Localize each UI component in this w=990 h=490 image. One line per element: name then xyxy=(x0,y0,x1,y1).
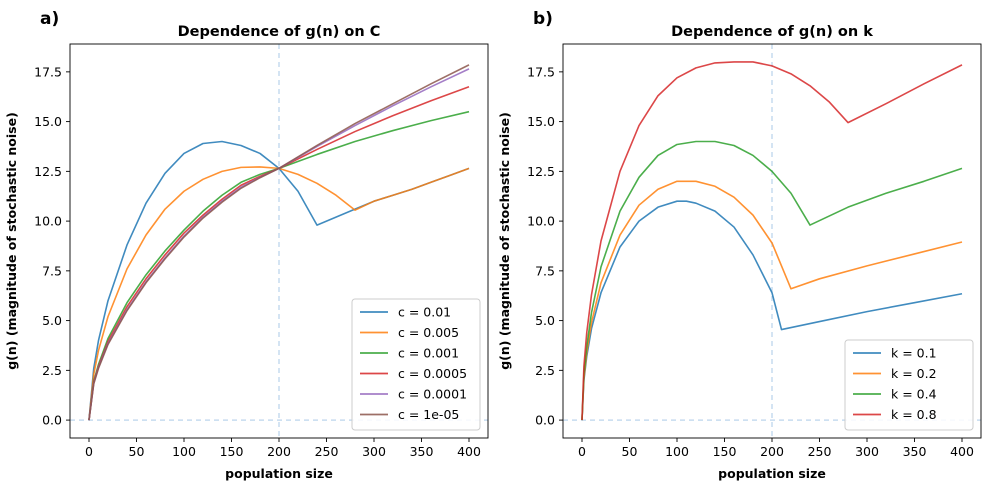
chart-title: Dependence of g(n) on k xyxy=(671,24,873,40)
legend-entry-label: k = 0.8 xyxy=(891,407,937,422)
legend-entry-label: k = 0.1 xyxy=(891,346,937,361)
panel-label: b) xyxy=(533,9,553,29)
legend-entry-label: c = 0.0001 xyxy=(398,387,467,402)
x-tick-label: 300 xyxy=(362,444,386,459)
y-tick-label: 7.5 xyxy=(535,263,555,278)
x-tick-label: 350 xyxy=(410,444,434,459)
y-axis-label: g(n) (magnitude of stochastic noise) xyxy=(497,112,512,370)
legend-entry-label: c = 0.001 xyxy=(398,346,459,361)
x-tick-label: 400 xyxy=(950,444,974,459)
x-axis-label: population size xyxy=(718,466,826,481)
series-line-3 xyxy=(581,140,963,421)
legend-entry-label: c = 1e-05 xyxy=(398,407,459,422)
x-tick-label: 150 xyxy=(220,444,244,459)
legend: c = 0.01 c = 0.005 c = 0.001 c = 0.0005 c = … xyxy=(351,298,481,431)
chart-title: Dependence of g(n) on C xyxy=(178,24,381,40)
y-tick-label: 17.5 xyxy=(34,64,62,79)
x-tick-label: 250 xyxy=(808,444,832,459)
legend-box xyxy=(844,339,974,431)
y-tick-label: 15.0 xyxy=(527,114,555,129)
y-tick-label: 0.0 xyxy=(535,413,555,428)
legend-entry-label: k = 0.2 xyxy=(891,366,937,381)
y-tick-label: 10.0 xyxy=(527,214,555,229)
y-tick-label: 10.0 xyxy=(34,214,62,229)
series-line-2 xyxy=(581,180,963,421)
legend-entry-label: c = 0.01 xyxy=(398,305,451,320)
x-axis-label: population size xyxy=(225,466,333,481)
y-tick-label: 7.5 xyxy=(42,263,62,278)
y-tick-label: 2.5 xyxy=(42,363,62,378)
legend-entry-label: k = 0.4 xyxy=(891,387,937,402)
x-tick-label: 150 xyxy=(713,444,737,459)
x-tick-label: 100 xyxy=(172,444,196,459)
x-tick-label: 200 xyxy=(267,444,291,459)
series-line-3 xyxy=(88,110,470,421)
chart-panel-b: 0 50 100 150 200 250 300 350 400 0.0 2.5 5.0 7.5 10.0… xyxy=(497,9,982,481)
x-tick-label: 300 xyxy=(855,444,879,459)
y-tick-label: 5.0 xyxy=(42,313,62,328)
y-axis-label: g(n) (magnitude of stochastic noise) xyxy=(4,112,19,370)
y-tick-label: 0.0 xyxy=(42,413,62,428)
x-tick-label: 100 xyxy=(665,444,689,459)
x-tick-label: 0 xyxy=(85,444,93,459)
y-tick-label: 17.5 xyxy=(527,64,555,79)
y-tick-label: 15.0 xyxy=(34,114,62,129)
x-tick-label: 400 xyxy=(457,444,481,459)
x-tick-label: 50 xyxy=(622,444,638,459)
chart-panel-a: 0 50 100 150 200 250 300 350 400 0.0 2.5 5.0 7.5 10.0… xyxy=(4,9,489,481)
series-line-4 xyxy=(581,61,963,421)
y-tick-label: 5.0 xyxy=(535,313,555,328)
legend-entry-label: c = 0.005 xyxy=(398,325,459,340)
x-tick-label: 200 xyxy=(760,444,784,459)
series-line-2 xyxy=(88,166,470,421)
series-line-1 xyxy=(581,200,963,421)
legend: k = 0.1 k = 0.2 k = 0.4 k = 0.8 xyxy=(844,339,974,431)
x-tick-label: 0 xyxy=(578,444,586,459)
x-tick-label: 50 xyxy=(129,444,145,459)
panel-label: a) xyxy=(40,9,59,29)
x-tick-label: 250 xyxy=(315,444,339,459)
legend-entry-label: c = 0.0005 xyxy=(398,366,467,381)
series-line-6 xyxy=(88,64,470,421)
y-tick-label: 12.5 xyxy=(34,164,62,179)
y-tick-label: 12.5 xyxy=(527,164,555,179)
y-tick-label: 2.5 xyxy=(535,363,555,378)
x-tick-label: 350 xyxy=(903,444,927,459)
